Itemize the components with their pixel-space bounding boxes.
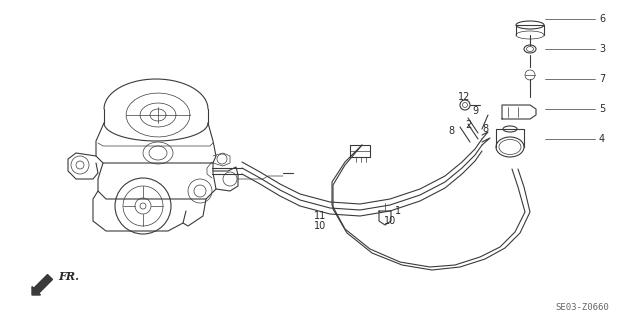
Text: 11: 11 [314, 211, 326, 221]
Text: 5: 5 [599, 104, 605, 114]
FancyArrow shape [32, 275, 52, 295]
Text: 8: 8 [448, 126, 454, 136]
Text: 6: 6 [599, 14, 605, 24]
Text: 7: 7 [599, 74, 605, 84]
Text: 10: 10 [384, 216, 396, 226]
Text: 3: 3 [599, 44, 605, 54]
Text: 12: 12 [458, 92, 470, 102]
Text: SE03-Z0660: SE03-Z0660 [555, 302, 609, 311]
Text: 4: 4 [599, 134, 605, 144]
Text: 8: 8 [482, 124, 488, 134]
Text: 9: 9 [472, 106, 478, 116]
Text: 2: 2 [465, 120, 471, 130]
Text: 10: 10 [314, 221, 326, 231]
Text: FR.: FR. [58, 271, 79, 283]
Text: 1: 1 [395, 206, 401, 216]
